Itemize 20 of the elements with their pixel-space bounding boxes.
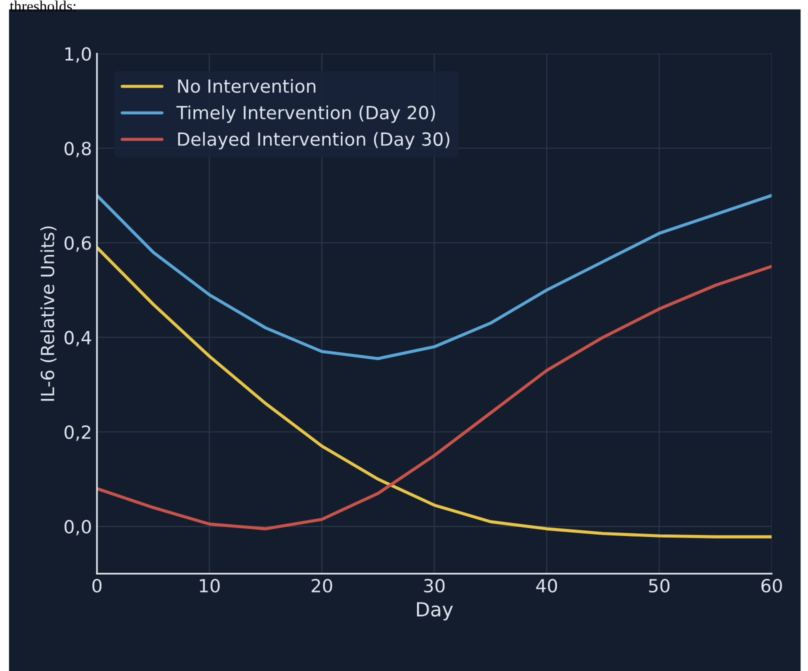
x-axis-title: Day [417, 602, 453, 620]
x-tick-label: 20 [312, 578, 332, 593]
legend-label: No Intervention [178, 78, 316, 93]
y-tick-label: 1,0 [65, 47, 91, 63]
y-tick-label: 0,4 [64, 330, 92, 346]
x-tick-label: 40 [536, 578, 558, 593]
legend-label: Timely Intervention (Day 20) [176, 105, 435, 123]
x-tick-label: 30 [424, 578, 445, 593]
y-tick-label: 0,6 [64, 236, 91, 252]
y-axis-title: IL-6 (Relative Units) [40, 226, 56, 401]
x-tick-label: 60 [761, 578, 782, 593]
line-series [96, 194, 772, 360]
legend-label: Delayed Intervention (Day 30) [178, 132, 450, 150]
x-tick-label: 50 [649, 578, 670, 593]
x-tick-label: 10 [200, 578, 220, 593]
y-tick-label: 0,8 [64, 142, 91, 158]
text: thresholds: [10, 0, 76, 12]
y-tick-label: 0,2 [64, 425, 90, 441]
y-tick-label: 0,0 [64, 520, 91, 536]
x-tick-label: 0 [92, 578, 102, 593]
